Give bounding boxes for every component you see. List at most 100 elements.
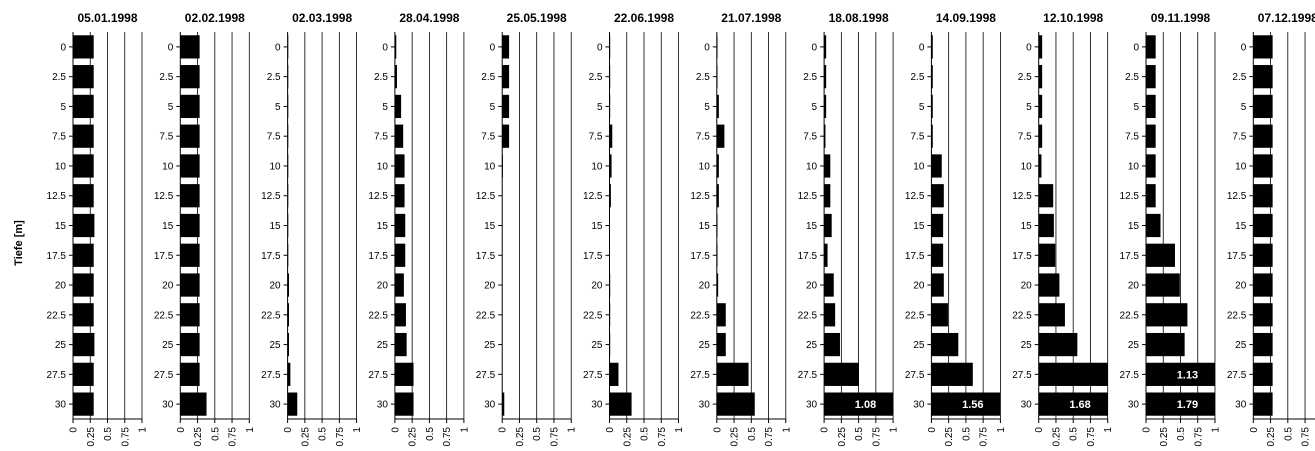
- x-tick-label: 0.25: [408, 427, 419, 447]
- y-tick-label: 15: [269, 221, 281, 232]
- bar: [287, 362, 291, 386]
- x-tick-label: 0.25: [300, 427, 311, 447]
- y-tick-label: 27.5: [1012, 370, 1032, 381]
- y-tick-label: 2.5: [1125, 72, 1139, 83]
- bar: [931, 213, 944, 238]
- y-tick-label: 25: [377, 340, 389, 351]
- panel-title: 05.01.1998: [77, 11, 137, 25]
- bar: [1253, 213, 1273, 238]
- bar: [180, 362, 200, 386]
- bar: [1253, 362, 1273, 386]
- bar: [1253, 65, 1273, 89]
- bar: [931, 243, 944, 267]
- x-tick-label: 0.75: [657, 427, 668, 447]
- bar: [180, 154, 200, 178]
- bar: [73, 35, 94, 59]
- y-tick-label: 22.5: [47, 310, 67, 321]
- y-tick-label: 22.5: [1120, 310, 1140, 321]
- y-tick-label: 0: [382, 42, 388, 53]
- panel-title: 02.03.1998: [292, 11, 352, 25]
- y-tick-label: 27.5: [583, 370, 603, 381]
- bar: [1146, 273, 1180, 297]
- bar: [824, 65, 827, 89]
- bar: [1038, 243, 1056, 267]
- y-tick-label: 12.5: [690, 191, 710, 202]
- y-tick-label: 7.5: [910, 132, 924, 143]
- bar: [716, 303, 726, 327]
- bar: [931, 184, 944, 208]
- y-tick-label: 7.5: [589, 132, 603, 143]
- panel: 25.05.199802.557.51012.51517.52022.52527…: [476, 11, 578, 446]
- bar: [824, 94, 827, 119]
- y-tick-label: 12.5: [476, 191, 496, 202]
- x-tick-label: 0: [390, 427, 401, 433]
- y-tick-label: 10: [377, 161, 389, 172]
- bar: [716, 184, 719, 208]
- panel-title: 09.11.1998: [1151, 11, 1211, 25]
- y-tick-label: 22.5: [583, 310, 603, 321]
- y-tick-label: 20: [1021, 281, 1033, 292]
- panel-title: 12.10.1998: [1043, 11, 1103, 25]
- y-tick-label: 7.5: [803, 132, 817, 143]
- bar: [1253, 303, 1273, 327]
- y-tick-label: 30: [591, 400, 603, 411]
- bar: [394, 35, 397, 59]
- x-tick-label: 0.25: [86, 427, 97, 447]
- y-tick-label: 10: [1128, 161, 1140, 172]
- bar: [931, 362, 973, 386]
- y-tick-label: 0: [919, 42, 925, 53]
- bar: [609, 184, 611, 208]
- y-tick-label: 17.5: [368, 251, 388, 262]
- y-tick-label: 30: [162, 400, 174, 411]
- bar: [1146, 35, 1156, 59]
- y-tick-label: 12.5: [1120, 191, 1140, 202]
- bar: [931, 94, 933, 119]
- y-tick-label: 17.5: [905, 251, 925, 262]
- data-label: 1.08: [855, 399, 876, 411]
- y-tick-label: 15: [1021, 221, 1033, 232]
- bar: [394, 65, 397, 89]
- panel: 09.11.19981.131.7902.557.51012.51517.520…: [1120, 11, 1222, 446]
- y-tick-label: 0: [1241, 42, 1247, 53]
- bar: [180, 124, 200, 148]
- x-tick-label: 1: [138, 427, 149, 433]
- y-tick-label: 0: [597, 42, 603, 53]
- bar: [716, 332, 726, 357]
- y-tick-label: 27.5: [798, 370, 818, 381]
- y-tick-label: 22.5: [690, 310, 710, 321]
- y-tick-label: 0: [1133, 42, 1139, 53]
- x-tick-label: 0.5: [640, 427, 651, 441]
- y-tick-label: 30: [1235, 400, 1247, 411]
- bar: [502, 35, 510, 59]
- bar: [1253, 35, 1273, 59]
- bar: [73, 362, 94, 386]
- x-tick-label: 0.5: [1176, 427, 1187, 441]
- y-tick-label: 17.5: [476, 251, 496, 262]
- y-tick-label: 12.5: [905, 191, 925, 202]
- bar: [394, 94, 402, 119]
- bar: [824, 213, 832, 238]
- y-tick-label: 17.5: [1120, 251, 1140, 262]
- y-tick-label: 7.5: [1232, 132, 1246, 143]
- x-tick-label: 1: [674, 427, 685, 433]
- y-tick-label: 20: [1128, 281, 1140, 292]
- bar: [716, 362, 749, 386]
- bar: [931, 303, 948, 327]
- y-tick-label: 20: [162, 281, 174, 292]
- bar: [716, 94, 719, 119]
- x-tick-label: 0.25: [1266, 427, 1277, 447]
- y-tick-label: 22.5: [154, 310, 174, 321]
- y-tick-label: 25: [55, 340, 67, 351]
- x-tick-label: 0.5: [532, 427, 543, 441]
- bar: [1253, 154, 1273, 178]
- bar: [1146, 392, 1215, 416]
- bar: [609, 154, 612, 178]
- bar: [73, 213, 95, 238]
- bar: [1038, 362, 1108, 386]
- x-tick-label: 0.25: [1159, 427, 1170, 447]
- y-tick-label: 22.5: [476, 310, 496, 321]
- bar: [609, 124, 613, 148]
- bar: [73, 332, 95, 357]
- y-tick-label: 2.5: [589, 72, 603, 83]
- y-tick-label: 10: [1235, 161, 1247, 172]
